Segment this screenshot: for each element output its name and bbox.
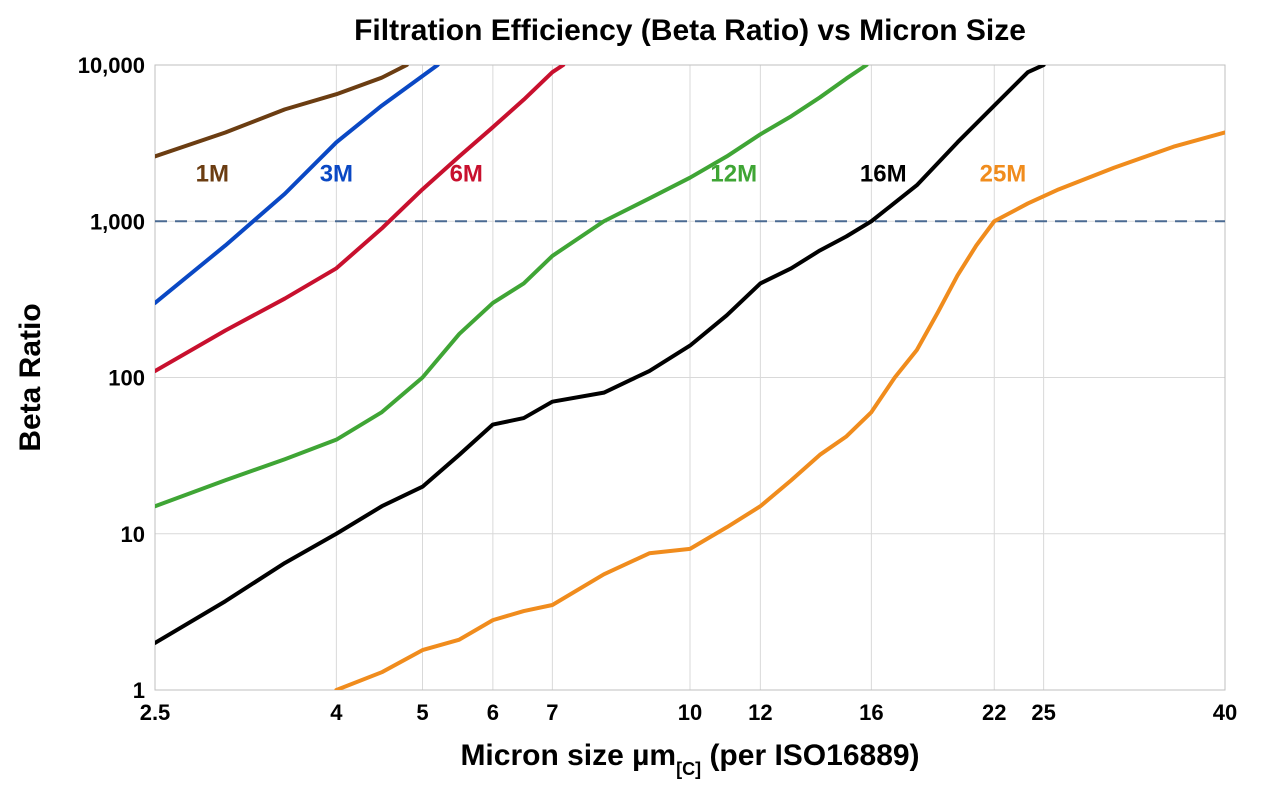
- y-tick-label: 1,000: [90, 209, 145, 234]
- x-tick-label: 4: [330, 700, 343, 725]
- series-label-1M: 1M: [196, 160, 229, 187]
- x-tick-label: 5: [416, 700, 428, 725]
- x-tick-label: 25: [1031, 700, 1055, 725]
- x-tick-label: 40: [1213, 700, 1237, 725]
- series-label-6M: 6M: [450, 160, 483, 187]
- chart-title: Filtration Efficiency (Beta Ratio) vs Mi…: [354, 14, 1026, 47]
- y-tick-label: 1: [133, 678, 145, 703]
- series-label-16M: 16M: [860, 160, 907, 187]
- chart-bg: [0, 0, 1272, 790]
- x-tick-label: 10: [678, 700, 702, 725]
- x-tick-label: 22: [982, 700, 1006, 725]
- y-axis-title: Beta Ratio: [14, 303, 47, 451]
- series-label-25M: 25M: [980, 160, 1027, 187]
- chart-container: Filtration Efficiency (Beta Ratio) vs Mi…: [0, 0, 1272, 790]
- x-tick-label: 6: [487, 700, 499, 725]
- x-tick-label: 16: [859, 700, 883, 725]
- series-label-3M: 3M: [320, 160, 353, 187]
- y-tick-label: 10: [121, 522, 145, 547]
- y-tick-label: 10,000: [78, 53, 145, 78]
- chart-svg: Filtration Efficiency (Beta Ratio) vs Mi…: [0, 0, 1272, 790]
- x-tick-label: 12: [748, 700, 772, 725]
- x-tick-label: 2.5: [140, 700, 171, 725]
- x-tick-label: 7: [546, 700, 558, 725]
- series-label-12M: 12M: [710, 160, 757, 187]
- y-tick-label: 100: [108, 366, 145, 391]
